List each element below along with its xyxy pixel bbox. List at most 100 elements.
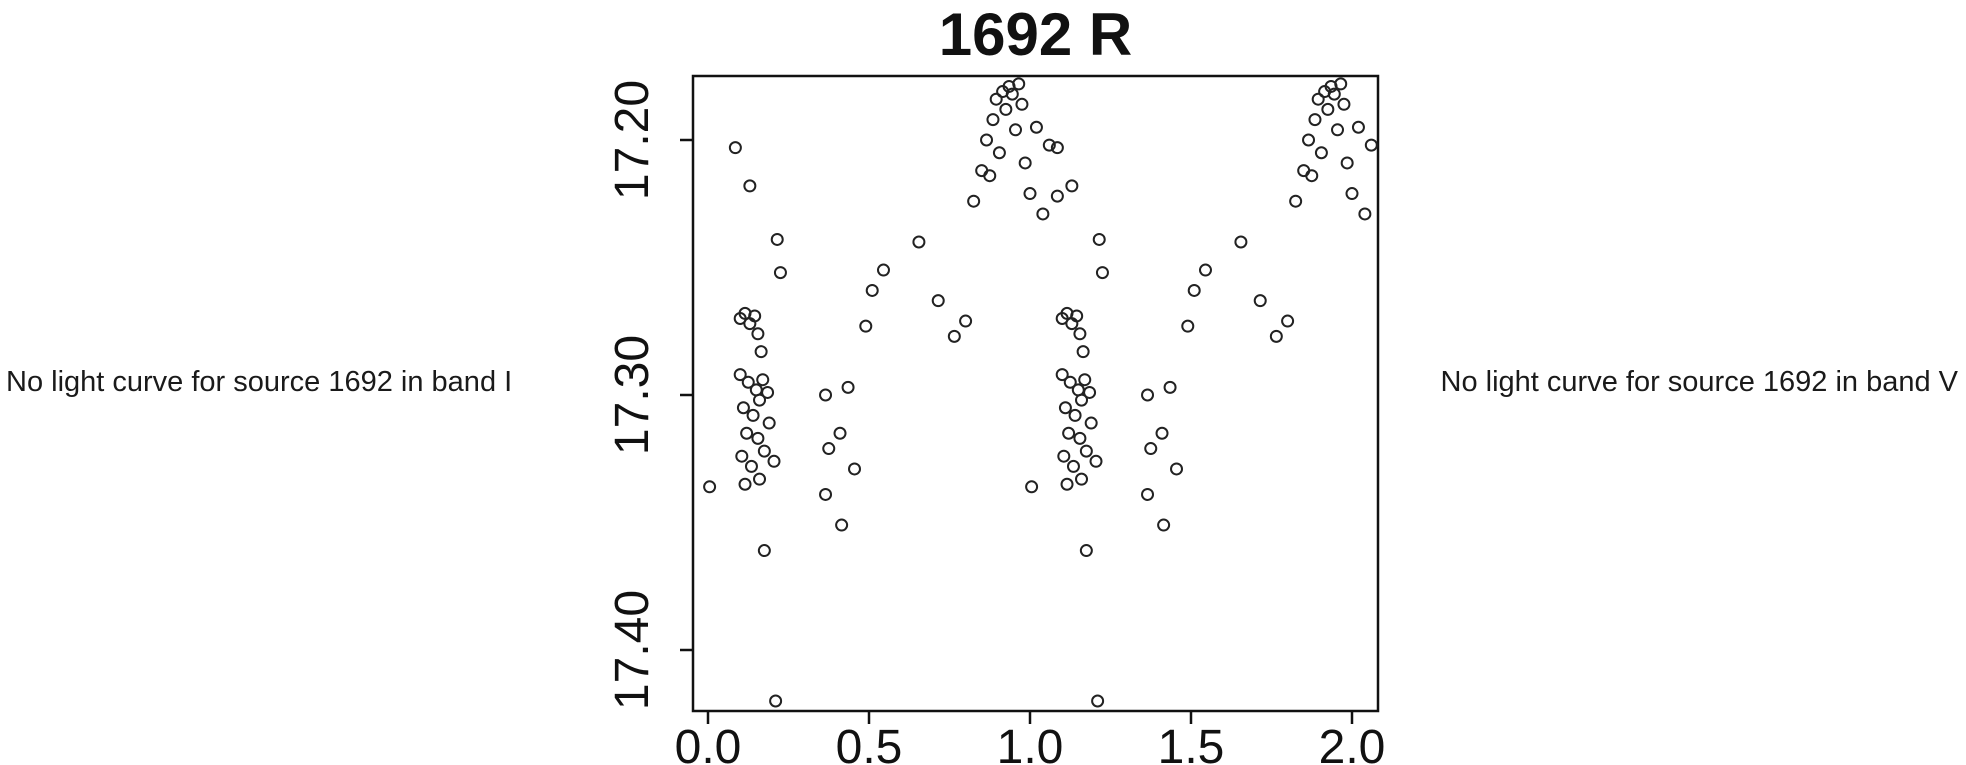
data-point — [1063, 375, 1077, 389]
data-point — [1050, 141, 1064, 155]
data-point — [1297, 164, 1311, 178]
data-point — [767, 454, 781, 468]
data-point — [1015, 97, 1029, 111]
data-point — [735, 449, 749, 463]
data-point — [1281, 314, 1295, 328]
data-point — [1157, 518, 1171, 532]
data-point — [1170, 462, 1184, 476]
data-point — [1253, 294, 1267, 308]
data-point — [1079, 544, 1093, 558]
data-point — [773, 266, 787, 280]
data-point — [1078, 373, 1092, 387]
data-point — [1155, 426, 1169, 440]
data-point — [1269, 329, 1283, 343]
data-point — [822, 442, 836, 456]
data-point — [999, 102, 1013, 116]
data-point — [1058, 401, 1072, 415]
data-point — [833, 426, 847, 440]
data-point — [986, 113, 1000, 127]
data-point — [728, 141, 742, 155]
data-point — [1340, 156, 1354, 170]
data-point — [1079, 444, 1093, 458]
data-point — [1009, 123, 1023, 137]
data-point — [865, 283, 879, 297]
data-point — [1364, 138, 1378, 152]
data-point — [1327, 87, 1341, 101]
data-point — [1095, 266, 1109, 280]
points-layer — [703, 77, 1378, 708]
data-point — [1025, 480, 1039, 494]
data-point — [1075, 393, 1089, 407]
data-point — [1076, 345, 1090, 359]
data-point — [1091, 694, 1105, 708]
data-point — [761, 385, 775, 399]
data-point — [1084, 416, 1098, 430]
data-point — [1005, 87, 1019, 101]
y-tick-label: 17.20 — [606, 80, 659, 200]
x-tick-label: 1.5 — [1158, 721, 1225, 765]
data-point — [819, 388, 833, 402]
y-tick-label: 17.30 — [606, 335, 659, 455]
x-tick-label: 2.0 — [1319, 721, 1386, 765]
data-point — [751, 431, 765, 445]
data-point — [1073, 327, 1087, 341]
data-point — [754, 345, 768, 359]
data-point — [967, 194, 981, 208]
data-point — [1144, 442, 1158, 456]
data-point — [1089, 454, 1103, 468]
data-point — [959, 314, 973, 328]
data-point — [740, 426, 754, 440]
data-point — [1305, 169, 1319, 183]
data-point — [1351, 120, 1365, 134]
data-point — [736, 401, 750, 415]
left-message-text: No light curve for source 1692 in band I — [6, 366, 513, 398]
data-point — [748, 309, 762, 323]
data-point — [819, 487, 833, 501]
data-point — [992, 146, 1006, 160]
data-point — [762, 416, 776, 430]
data-point — [1070, 309, 1084, 323]
data-point — [1075, 472, 1089, 486]
data-point — [1042, 138, 1056, 152]
data-point — [835, 518, 849, 532]
data-point — [757, 544, 771, 558]
right-message-panel: No light curve for source 1692 in band V — [1441, 0, 1958, 765]
plot-box — [691, 74, 1380, 713]
left-message-panel: No light curve for source 1692 in band I — [6, 0, 512, 765]
data-point — [1289, 194, 1303, 208]
data-point — [1198, 263, 1212, 277]
x-axis: 0.0 0.5 1.0 1.5 2.0 — [675, 711, 1386, 765]
chart-title: 1692 R — [938, 1, 1133, 68]
data-point — [1141, 388, 1155, 402]
data-point — [975, 164, 989, 178]
data-point — [1314, 146, 1328, 160]
data-point — [1012, 77, 1026, 91]
data-point — [1055, 368, 1069, 382]
data-point — [1234, 235, 1248, 249]
data-point — [947, 329, 961, 343]
data-point — [1023, 187, 1037, 201]
data-point — [1181, 319, 1195, 333]
data-point — [1311, 92, 1325, 106]
data-point — [1141, 487, 1155, 501]
data-point — [703, 480, 717, 494]
data-point — [1029, 120, 1043, 134]
x-tick-label: 0.5 — [836, 721, 903, 765]
data-point — [733, 368, 747, 382]
data-point — [1073, 431, 1087, 445]
data-point — [1062, 426, 1076, 440]
data-point — [1321, 102, 1335, 116]
data-point — [859, 319, 873, 333]
data-point — [1358, 207, 1372, 221]
data-point — [738, 477, 752, 491]
data-point — [1065, 179, 1079, 193]
data-point — [751, 327, 765, 341]
right-message-text: No light curve for source 1692 in band V — [1440, 366, 1958, 398]
data-point — [841, 380, 855, 394]
data-point — [1018, 156, 1032, 170]
data-point — [1066, 459, 1080, 473]
data-point — [1345, 187, 1359, 201]
data-point — [1187, 283, 1201, 297]
